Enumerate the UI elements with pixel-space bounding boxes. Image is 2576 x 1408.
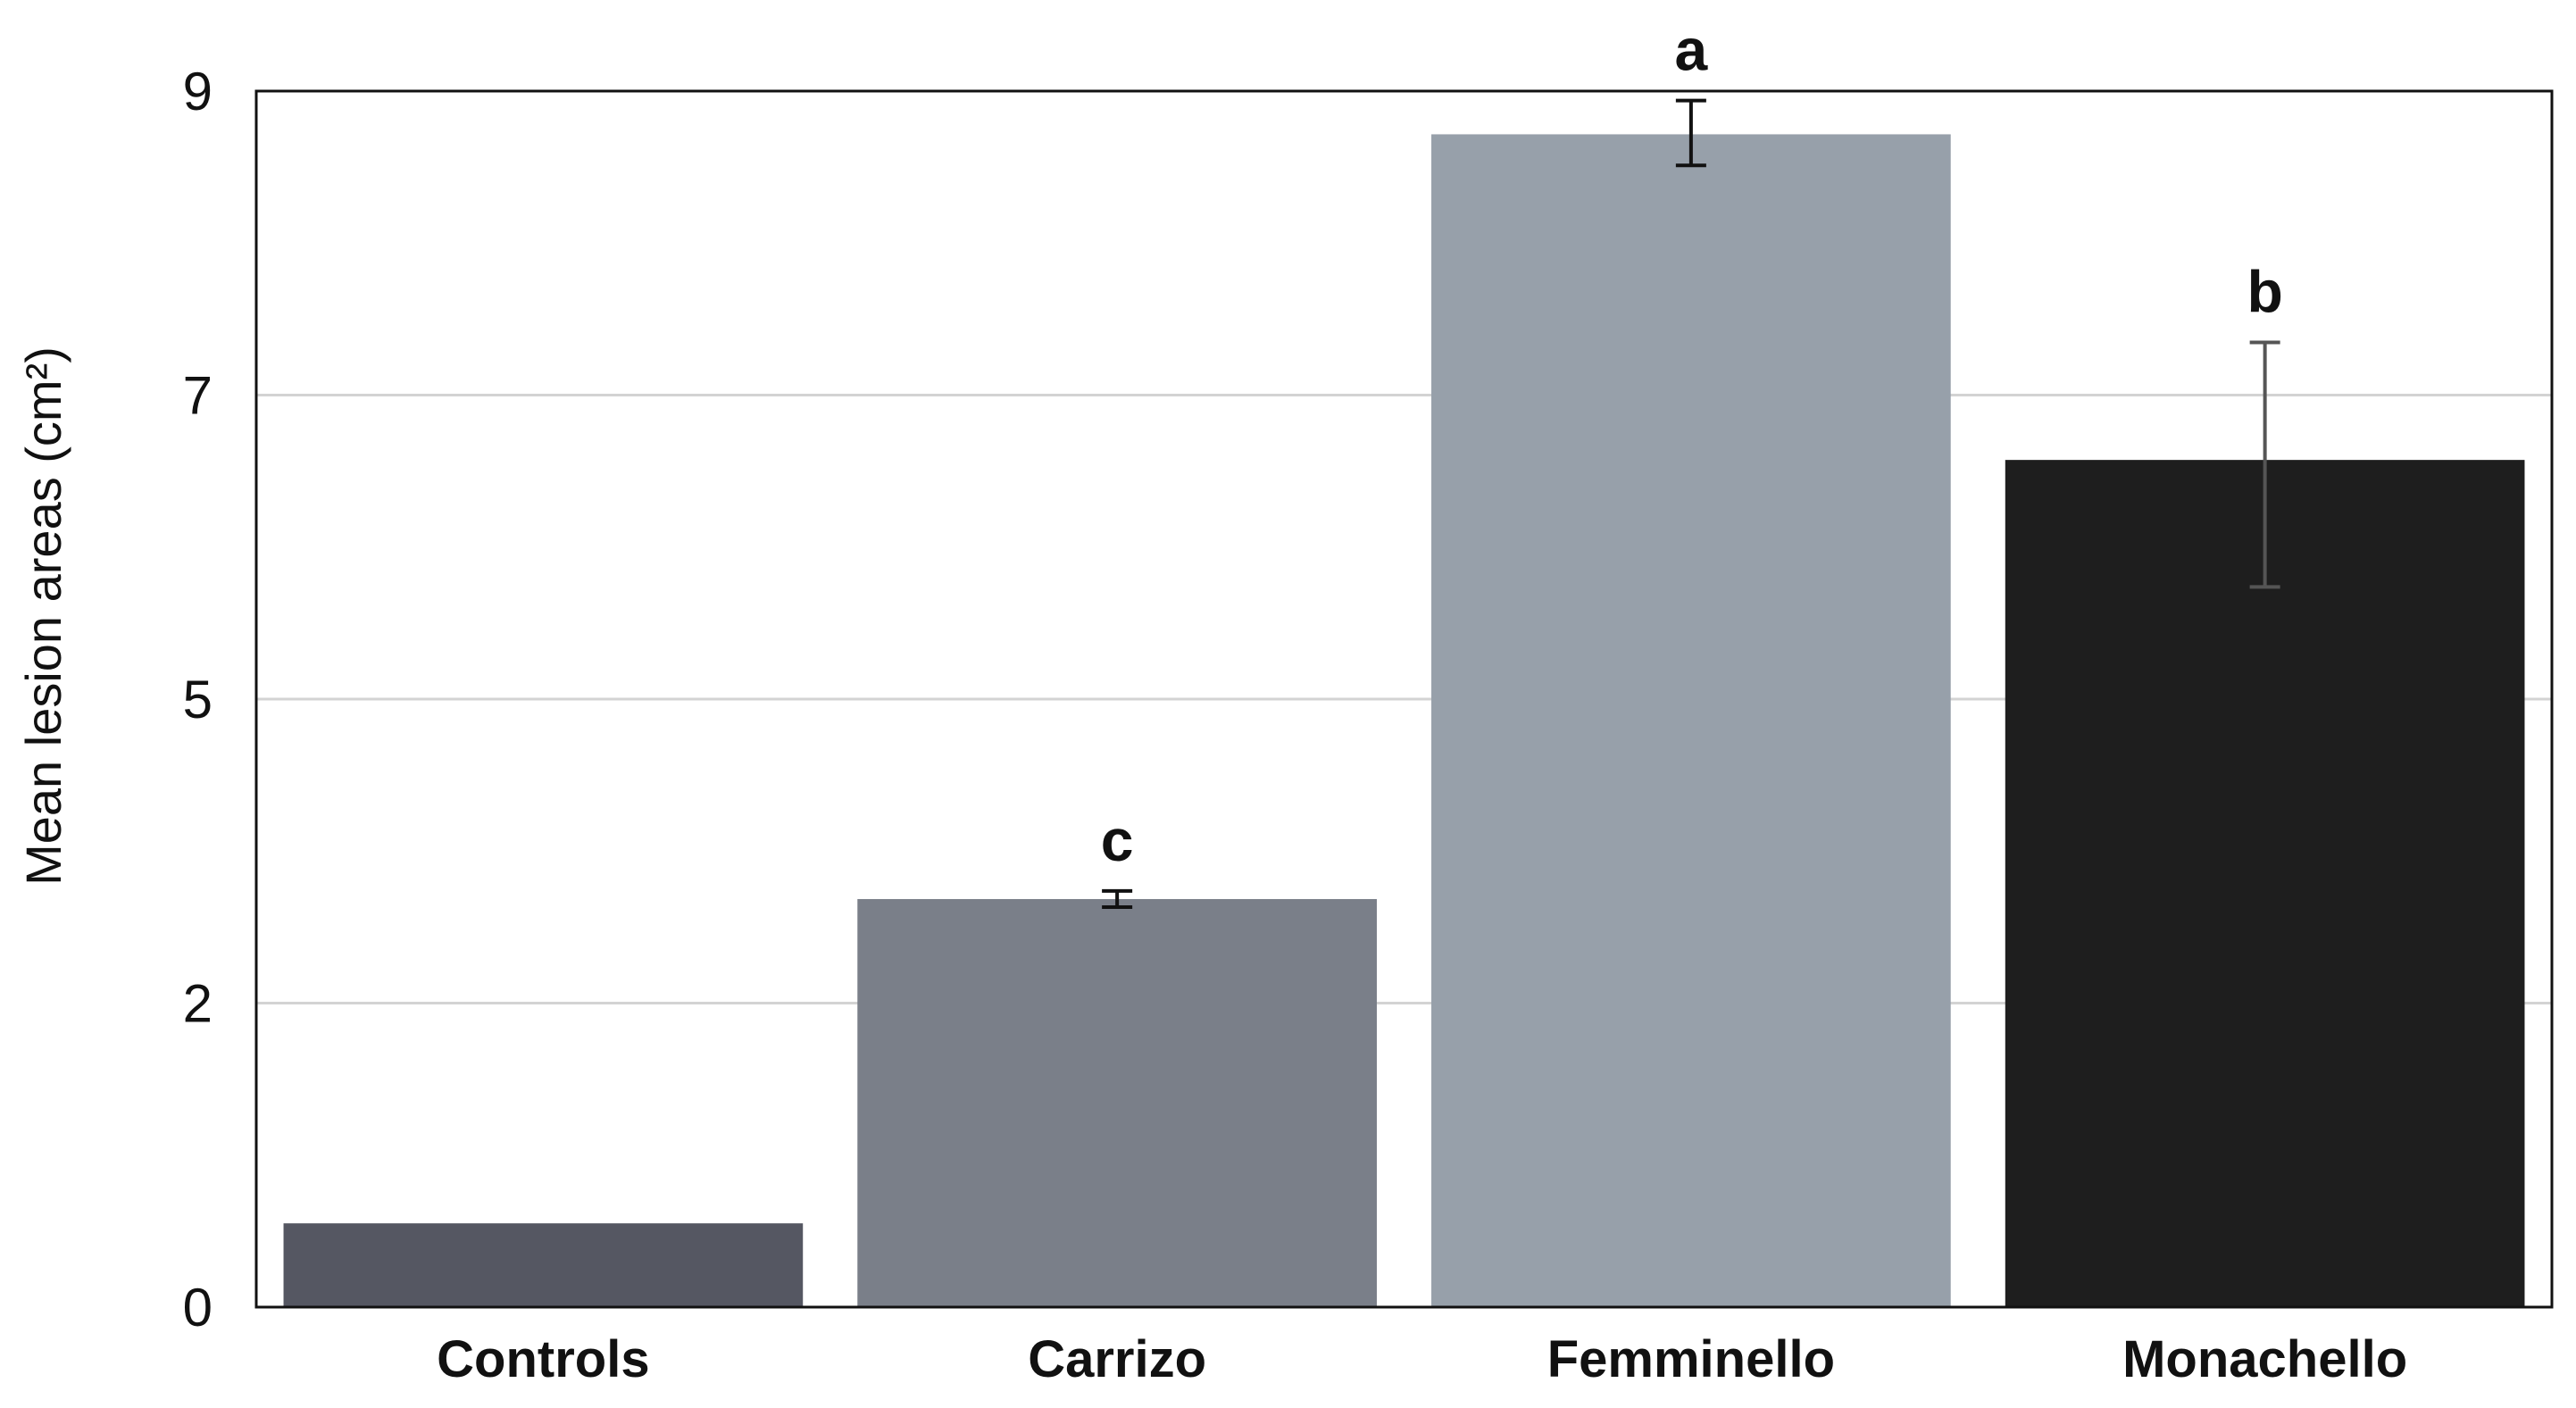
y-axis-title: Mean lesion areas (cm²) xyxy=(15,346,71,886)
y-tick-label: 9 xyxy=(183,62,213,121)
significance-labels: c a b xyxy=(1101,17,2283,873)
x-axis-labels: Controls Carrizo Femminello Monachello xyxy=(437,1330,2407,1388)
x-tick-label: Femminello xyxy=(1547,1330,1835,1388)
x-tick-label: Carrizo xyxy=(1028,1330,1206,1388)
significance-label: a xyxy=(1675,17,1709,83)
significance-label: b xyxy=(2247,258,2282,324)
y-tick-label: 5 xyxy=(183,670,213,729)
error-bars xyxy=(1102,98,2280,910)
y-tick-label: 0 xyxy=(183,1278,213,1337)
significance-label: c xyxy=(1101,807,1134,873)
bar xyxy=(857,898,1377,1307)
plot-frame xyxy=(254,89,2554,1309)
bar xyxy=(283,1223,804,1307)
bar xyxy=(2005,460,2525,1307)
x-tick-label: Controls xyxy=(437,1330,649,1388)
y-axis-ticks: 0 2 5 7 9 xyxy=(183,62,213,1337)
y-tick-label: 2 xyxy=(183,974,213,1034)
y-tick-label: 7 xyxy=(183,366,213,426)
bar xyxy=(1431,134,1951,1308)
x-tick-label: Monachello xyxy=(2122,1330,2407,1388)
bars xyxy=(283,134,2525,1308)
